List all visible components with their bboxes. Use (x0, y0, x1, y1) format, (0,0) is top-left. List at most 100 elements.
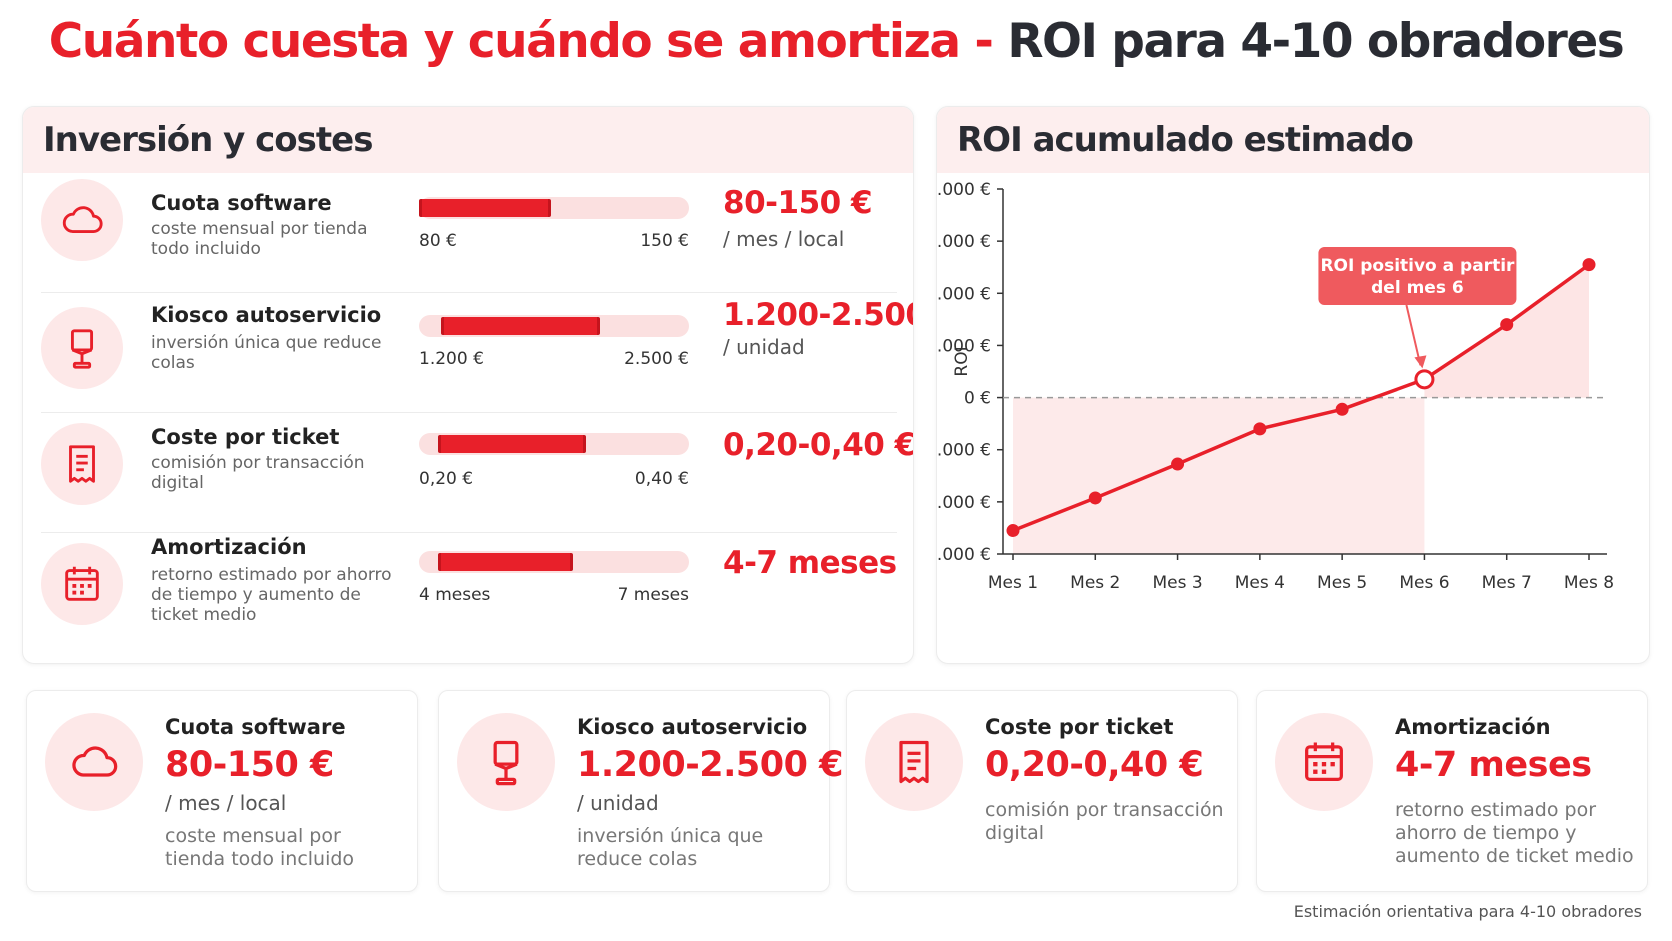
range-bar-fill (437, 553, 573, 571)
page-title-dark: ROI para 4-10 obradores (1007, 14, 1624, 69)
card-title: Amortización (1395, 715, 1551, 739)
cost-value: 80-150 € (723, 185, 873, 221)
data-point (1253, 422, 1267, 436)
annotation-text: del mes 6 (1371, 278, 1464, 298)
range-bar-fill (437, 435, 587, 453)
data-point (1335, 402, 1349, 416)
cost-row-software: Cuota software coste mensual por tienda … (41, 173, 897, 293)
x-tick-label: Mes 7 (1482, 573, 1532, 593)
cloud-icon (41, 179, 123, 261)
annotation-box (1318, 247, 1517, 305)
range-min-label: 4 meses (419, 585, 491, 605)
summary-card-payback: Amortización 4-7 meses retorno estimado … (1256, 690, 1648, 892)
card-title: Cuota software (165, 715, 346, 739)
cost-row-kiosk: Kiosco autoservicio inversión única que … (41, 293, 913, 413)
annotation-arrow (1405, 304, 1422, 366)
kiosk-icon (41, 307, 123, 389)
range-max-label: 2.500 € (624, 349, 689, 369)
positive-area (1424, 264, 1589, 398)
x-tick-label: Mes 4 (1235, 573, 1285, 593)
footnote: Estimación orientativa para 4-10 obrador… (1293, 902, 1642, 921)
x-tick-label: Mes 2 (1070, 573, 1120, 593)
cost-row-ticket: Coste por ticket comisión por transacció… (41, 413, 913, 533)
cloud-icon (45, 713, 143, 811)
card-title: Coste por ticket (985, 715, 1174, 739)
range-min-label: 0,20 € (419, 469, 474, 489)
roi-chart: 8.000 € 6.000 € 4.000 € 2.000 € 0 € -2.000 € -… (937, 180, 1614, 593)
range-bar (419, 433, 689, 455)
roi-panel-title: ROI acumulado estimado (937, 107, 1649, 173)
card-unit: / unidad (577, 791, 659, 815)
page-title: Cuánto cuesta y cuándo se amortiza - ROI… (0, 14, 1672, 69)
row-title: Cuota software (151, 191, 332, 215)
row-desc: coste mensual por tienda todo incluido (151, 219, 368, 259)
annotation-text: ROI positivo a partir (1320, 256, 1515, 276)
cost-value: 1.200-2.500 € (723, 297, 914, 333)
page-title-red: Cuánto cuesta y cuándo se amortiza - (48, 14, 994, 69)
row-desc: retorno estimado por ahorro de tiempo y … (151, 565, 392, 625)
cost-unit: / mes / local (723, 227, 845, 251)
summary-card-ticket: Coste por ticket 0,20-0,40 € comisión po… (846, 690, 1238, 892)
card-value: 1.200-2.500 € (577, 745, 843, 785)
costs-panel-title: Inversión y costes (23, 107, 913, 173)
x-tick-label: Mes 1 (988, 573, 1038, 593)
range-bar-fill (419, 199, 552, 217)
y-axis-label: ROI (952, 346, 972, 376)
card-title: Kiosco autoservicio (577, 715, 808, 739)
range-bar (419, 551, 689, 573)
row-title: Amortización (151, 535, 307, 559)
cost-value: 4-7 meses (723, 545, 897, 581)
summary-card-software: Cuota software 80-150 € / mes / local co… (26, 690, 418, 892)
y-tick-label: 6.000 € (937, 232, 991, 252)
x-tick-label: Mes 3 (1152, 573, 1202, 593)
kiosk-icon (457, 713, 555, 811)
data-point (1582, 258, 1596, 272)
range-max-label: 0,40 € (634, 469, 689, 489)
data-point (1006, 524, 1020, 538)
data-point (1088, 491, 1102, 505)
y-tick-label: -4.000 € (937, 493, 991, 513)
roi-series-line (1012, 263, 1591, 533)
receipt-icon (865, 713, 963, 811)
costs-panel: Inversión y costes Cuota software coste … (22, 106, 914, 664)
calendar-icon (41, 543, 123, 625)
range-min-label: 1.200 € (419, 349, 484, 369)
y-tick-label: 8.000 € (937, 180, 991, 200)
range-max-label: 7 meses (617, 585, 689, 605)
roi-panel: ROI acumulado estimado 8.000 € 6.000 € 4.0… (936, 106, 1650, 664)
x-tick-label: Mes 8 (1564, 573, 1614, 593)
row-title: Coste por ticket (151, 425, 340, 449)
card-desc: comisión por transacción digital (985, 799, 1224, 844)
x-tick-label: Mes 5 (1317, 573, 1367, 593)
y-tick-label: -2.000 € (937, 441, 991, 461)
range-max-label: 150 € (640, 231, 689, 251)
card-value: 4-7 meses (1395, 745, 1592, 785)
range-bar (419, 315, 689, 337)
cost-value: 0,20-0,40 € (723, 427, 914, 463)
card-value: 0,20-0,40 € (985, 745, 1204, 785)
card-value: 80-150 € (165, 745, 334, 785)
card-desc: coste mensual por tienda todo incluido (165, 825, 355, 870)
y-tick-label: 0 € (964, 389, 991, 409)
range-bar-fill (440, 317, 600, 335)
card-unit: / mes / local (165, 791, 287, 815)
range-bar (419, 197, 689, 219)
row-title: Kiosco autoservicio (151, 303, 382, 327)
x-tick-label: Mes 6 (1399, 573, 1449, 593)
card-desc: inversión única que reduce colas (577, 825, 764, 870)
row-desc: inversión única que reduce colas (151, 333, 382, 373)
cost-row-payback: Amortización retorno estimado por ahorro… (41, 533, 897, 653)
annotation-arrowhead (1414, 355, 1427, 369)
negative-area (1013, 397, 1425, 554)
row-desc: comisión por transacción digital (151, 453, 365, 493)
data-point (1500, 318, 1514, 332)
data-point (1171, 457, 1185, 471)
card-desc: retorno estimado por ahorro de tiempo y … (1395, 799, 1634, 867)
receipt-icon (41, 423, 123, 505)
y-tick-label: -6.000 € (937, 545, 991, 565)
breakeven-point (1414, 369, 1435, 390)
cost-unit: / unidad (723, 335, 805, 359)
range-min-label: 80 € (419, 231, 457, 251)
summary-card-kiosk: Kiosco autoservicio 1.200-2.500 € / unid… (438, 690, 843, 892)
y-tick-label: 2.000 € (937, 336, 991, 356)
